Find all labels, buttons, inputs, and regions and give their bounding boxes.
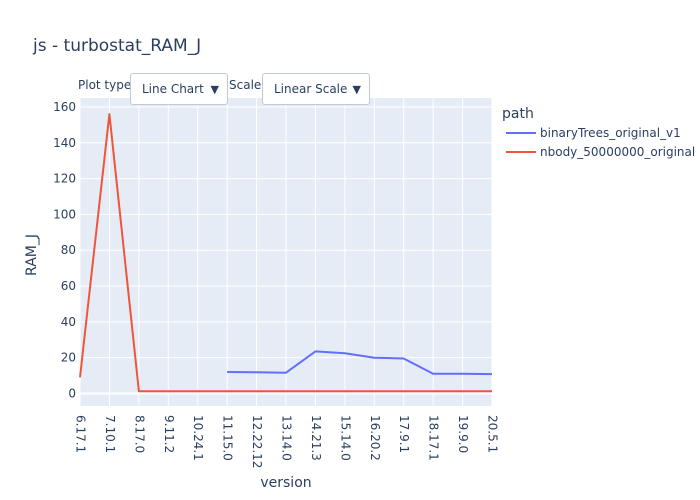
x-tick-label: 12.22.12 — [250, 415, 264, 468]
x-tick-label: 7.10.1 — [103, 415, 117, 453]
y-tick-label: 100 — [53, 207, 76, 221]
scale-value: Linear Scale — [274, 82, 348, 96]
plot-type-value: Line Chart — [142, 82, 204, 96]
chart-title: js - turbostat_RAM_J — [32, 36, 201, 56]
x-tick-label: 9.11.2 — [162, 415, 176, 453]
x-tick-label: 18.17.1 — [427, 415, 441, 461]
y-tick-labels: 0 20 40 60 80 100 120 140 160 — [53, 100, 76, 401]
series-layer — [79, 113, 493, 393]
x-tick-label: 14.21.3 — [309, 415, 323, 461]
legend-label[interactable]: binaryTrees_original_v1 — [540, 126, 681, 140]
x-tick-label: 8.17.0 — [132, 415, 146, 453]
plot-type-label: Plot type: — [78, 78, 136, 92]
x-tick-label: 6.17.1 — [74, 415, 88, 453]
x-tick-label: 17.9.1 — [397, 415, 411, 453]
x-tick-labels: 6.17.1 7.10.1 8.17.0 9.11.2 10.24.1 11.15.0 12… — [74, 415, 500, 468]
scale-label: Scale: — [229, 78, 266, 92]
chevron-down-icon: ▼ — [352, 82, 361, 96]
y-tick-label: 160 — [53, 100, 76, 114]
y-tick-label: 20 — [61, 351, 76, 365]
y-tick-label: 0 — [68, 386, 76, 400]
legend-title: path — [502, 106, 534, 122]
y-tick-label: 60 — [61, 279, 76, 293]
x-axis-title: version — [260, 475, 311, 491]
y-tick-label: 40 — [61, 315, 76, 329]
x-tick-label: 16.20.2 — [368, 415, 382, 461]
chevron-down-icon: ▼ — [210, 82, 219, 96]
grid-lines — [79, 98, 493, 406]
legend: binaryTrees_original_v1 nbody_50000000_or… — [506, 126, 695, 159]
x-tick-label: 19.9.0 — [456, 415, 470, 453]
x-tick-label: 15.14.0 — [338, 415, 352, 461]
y-tick-label: 80 — [61, 243, 76, 257]
legend-label[interactable]: nbody_50000000_original — [540, 145, 695, 159]
series-line-binaryTrees_original_v1[interactable] — [227, 350, 493, 376]
series-line-nbody_50000000_original[interactable] — [79, 113, 492, 393]
x-tick-label: 11.15.0 — [221, 415, 235, 461]
y-axis-title: RAM_J — [24, 234, 40, 276]
x-tick-label: 10.24.1 — [191, 415, 205, 461]
scale-dropdown[interactable]: Linear Scale ▼ — [262, 73, 370, 105]
plot-type-dropdown[interactable]: Line Chart ▼ — [130, 73, 228, 105]
y-tick-label: 120 — [53, 172, 76, 186]
x-tick-label: 20.5.1 — [486, 415, 500, 453]
x-tick-label: 13.14.0 — [280, 415, 294, 461]
y-tick-label: 140 — [53, 136, 76, 150]
